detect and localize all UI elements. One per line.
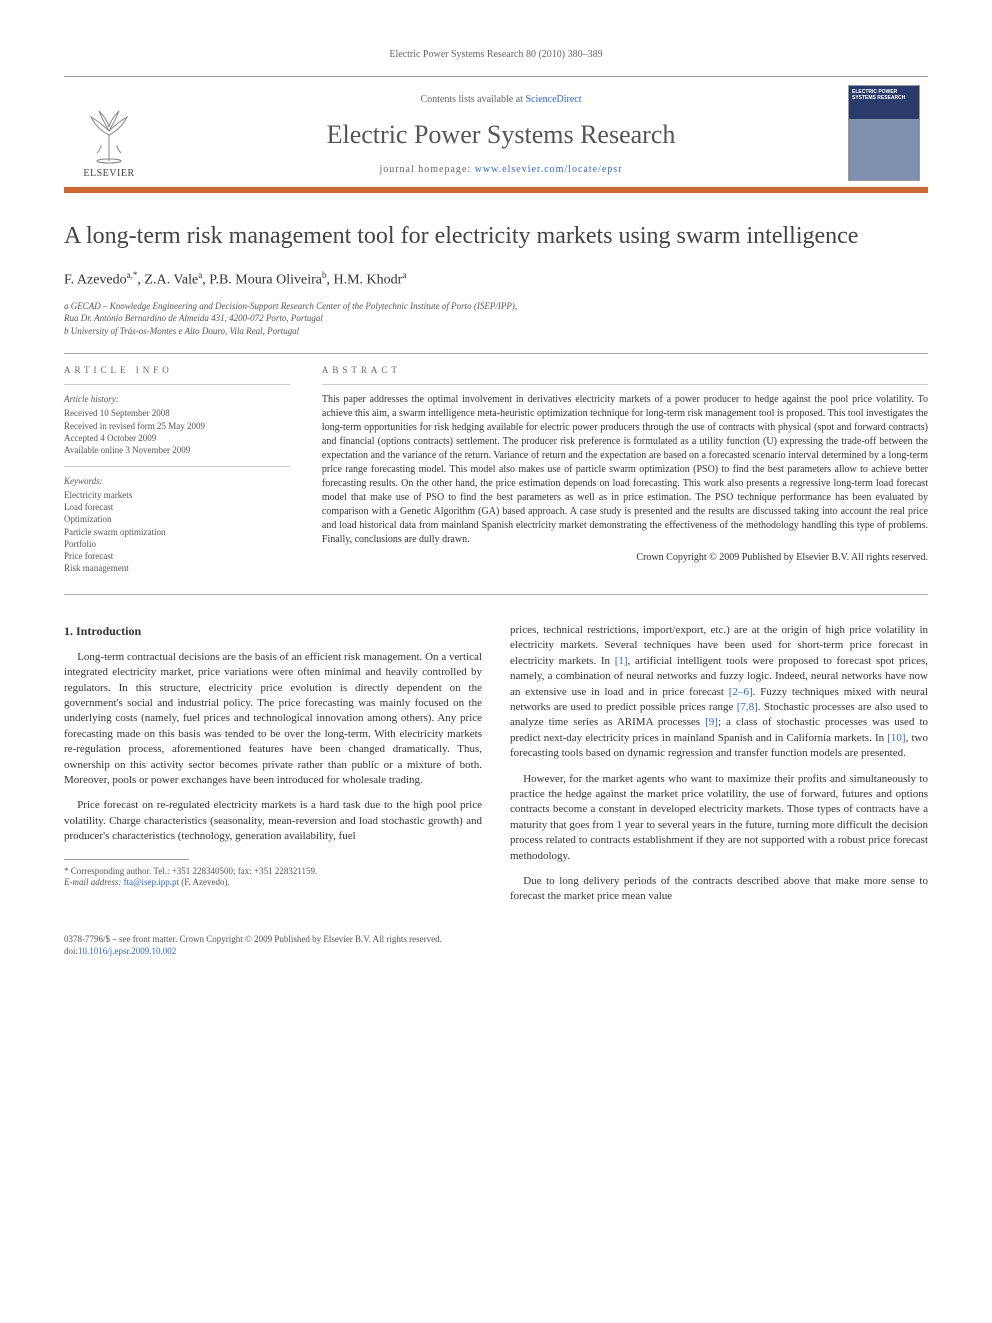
doi-link[interactable]: 10.1016/j.epsr.2009.10.002: [78, 946, 176, 956]
keyword: Price forecast: [64, 550, 290, 562]
keyword: Risk management: [64, 562, 290, 574]
homepage-link[interactable]: www.elsevier.com/locate/epsr: [475, 164, 623, 175]
body-paragraph: prices, technical restrictions, import/e…: [510, 623, 928, 762]
history-title: Article history:: [64, 393, 290, 405]
page-root: Electric Power Systems Research 80 (2010…: [0, 0, 992, 997]
keywords-title: Keywords:: [64, 475, 290, 487]
footnote-separator: [64, 859, 189, 860]
body-paragraph: Price forecast on re-regulated electrici…: [64, 798, 482, 844]
homepage-prefix: journal homepage:: [379, 164, 474, 175]
abstract-text: This paper addresses the optimal involve…: [322, 393, 928, 547]
affiliations: a GECAD – Knowledge Engineering and Deci…: [64, 300, 928, 336]
keyword: Particle swarm optimization: [64, 526, 290, 538]
sciencedirect-link[interactable]: ScienceDirect: [525, 94, 581, 105]
running-head: Electric Power Systems Research 80 (2010…: [64, 48, 928, 62]
affiliation-line: a GECAD – Knowledge Engineering and Deci…: [64, 300, 928, 312]
keyword: Portfolio: [64, 538, 290, 550]
authors-line: F. Azevedoa,*, Z.A. Valea, P.B. Moura Ol…: [64, 269, 928, 290]
affiliation-line: Rua Dr. António Bernardino de Almeida 43…: [64, 312, 928, 324]
journal-masthead: ELSEVIER Contents lists available at Sci…: [64, 76, 928, 193]
body-paragraph: Long-term contractual decisions are the …: [64, 650, 482, 789]
article-info-label: article info: [64, 364, 290, 377]
history-line: Available online 3 November 2009: [64, 444, 290, 456]
email-link[interactable]: fta@isep.ipp.pt: [124, 877, 179, 887]
affiliation-line: b University of Trás-os-Montes e Alto Do…: [64, 325, 928, 337]
doi-label: doi:: [64, 946, 78, 956]
keywords-block: Keywords: Electricity markets Load forec…: [64, 475, 290, 574]
section-heading: 1. Introduction: [64, 623, 482, 640]
body-right-column: prices, technical restrictions, import/e…: [510, 623, 928, 915]
history-line: Received 10 September 2008: [64, 407, 290, 419]
article-info-column: article info Article history: Received 1…: [64, 354, 306, 594]
doi-line: doi:10.1016/j.epsr.2009.10.002: [64, 945, 928, 957]
journal-cover-thumb: ELECTRIC POWER SYSTEMS RESEARCH: [848, 85, 920, 181]
body-paragraph: Due to long delivery periods of the cont…: [510, 874, 928, 905]
abstract-label: abstract: [322, 364, 928, 377]
body-left-column: 1. Introduction Long-term contractual de…: [64, 623, 482, 915]
masthead-center: Contents lists available at ScienceDirec…: [166, 93, 836, 187]
cover-thumb-block: ELECTRIC POWER SYSTEMS RESEARCH: [848, 85, 928, 187]
page-footer: 0378-7796/$ – see front matter. Crown Co…: [64, 933, 928, 957]
body-paragraph: However, for the market agents who want …: [510, 772, 928, 864]
email-tail: (F. Azevedo).: [179, 877, 230, 887]
email-label: E-mail address:: [64, 877, 124, 887]
contents-prefix: Contents lists available at: [420, 94, 525, 105]
homepage-line: journal homepage: www.elsevier.com/locat…: [166, 163, 836, 177]
journal-name: Electric Power Systems Research: [166, 117, 836, 153]
contents-line: Contents lists available at ScienceDirec…: [166, 93, 836, 107]
footnotes: * Corresponding author. Tel.: +351 22834…: [64, 866, 482, 889]
publisher-label: ELSEVIER: [64, 167, 154, 181]
history-line: Accepted 4 October 2009: [64, 432, 290, 444]
keyword: Electricity markets: [64, 489, 290, 501]
abstract-copyright: Crown Copyright © 2009 Published by Else…: [322, 551, 928, 565]
email-line: E-mail address: fta@isep.ipp.pt (F. Azev…: [64, 877, 482, 889]
info-abstract-row: article info Article history: Received 1…: [64, 353, 928, 595]
history-line: Received in revised form 25 May 2009: [64, 420, 290, 432]
keyword: Optimization: [64, 513, 290, 525]
corresponding-author: * Corresponding author. Tel.: +351 22834…: [64, 866, 482, 878]
footer-line: 0378-7796/$ – see front matter. Crown Co…: [64, 933, 928, 945]
publisher-logo-block: ELSEVIER: [64, 101, 154, 187]
cover-title: ELECTRIC POWER SYSTEMS RESEARCH: [852, 90, 916, 101]
article-history-block: Article history: Received 10 September 2…: [64, 393, 290, 456]
abstract-column: abstract This paper addresses the optima…: [306, 354, 928, 594]
body-columns: 1. Introduction Long-term contractual de…: [64, 623, 928, 915]
keyword: Load forecast: [64, 501, 290, 513]
article-title: A long-term risk management tool for ele…: [64, 221, 928, 251]
elsevier-tree-icon: [77, 101, 141, 165]
